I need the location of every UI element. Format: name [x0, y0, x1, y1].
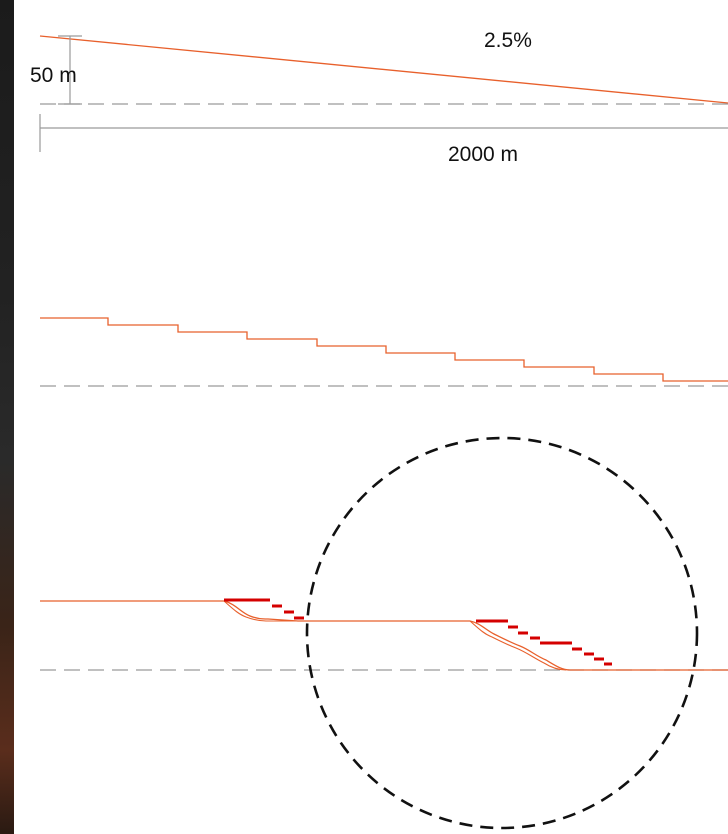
- panel-uniform-slope: 2.5% 50 m 2000 m: [30, 29, 728, 166]
- panel-uniform-terraces: [40, 317, 728, 387]
- drop-profile-upper: [40, 600, 728, 671]
- height-dimension: [58, 35, 82, 105]
- length-label: 2000 m: [448, 143, 518, 166]
- height-label: 50 m: [30, 64, 77, 87]
- terrace-steps-first: [224, 598, 304, 620]
- drop-profile-lower: [223, 600, 567, 671]
- slope-percent-label: 2.5%: [484, 29, 532, 52]
- focus-circle: [305, 436, 699, 830]
- background-photo-edge: [0, 0, 14, 834]
- stepped-profile: [40, 317, 728, 382]
- terrace-steps-second: [476, 619, 612, 666]
- slope-line: [39, 35, 728, 104]
- panel-concentrated-drops: [40, 436, 728, 830]
- length-dimension: [39, 114, 728, 152]
